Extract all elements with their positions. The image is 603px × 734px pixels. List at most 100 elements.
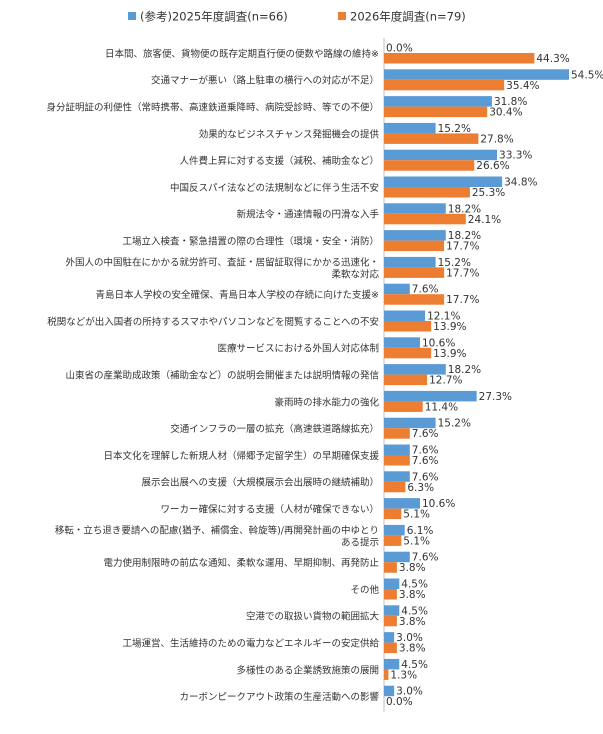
bar-2026: [384, 589, 397, 600]
value-label-2026: 1.3%: [390, 669, 417, 681]
value-label-2026: 25.3%: [472, 187, 505, 199]
bar-2025: [384, 417, 436, 429]
value-label-2025: 12.1%: [427, 311, 460, 323]
bar-2025: [384, 578, 400, 589]
value-label-2026: 30.4%: [489, 107, 522, 119]
category-label: 青島日本人学校の安全確保、青島日本人学校の存続に向けた支援※: [96, 289, 380, 301]
bars: [384, 53, 569, 697]
value-label-2026: 44.3%: [536, 53, 569, 65]
category-label: ある提示: [341, 536, 379, 548]
category-label: 豪雨時の排水能力の強化: [274, 396, 379, 408]
value-label-2025: 4.5%: [401, 605, 428, 617]
value-label-2026: 24.1%: [468, 214, 501, 226]
value-label-2026: 7.6%: [412, 455, 439, 467]
value-label-2026: 5.1%: [403, 535, 430, 547]
bar-2026: [384, 428, 410, 439]
value-label-2025: 3.0%: [396, 632, 423, 644]
bar-2025: [384, 390, 477, 402]
category-label: 山東省の産業助成政策（補助金など）の説明会開催または説明情報の発信: [65, 370, 379, 382]
legend-label-2: 2026年度調査(n=79): [350, 10, 466, 24]
value-label-2025: 33.3%: [499, 150, 532, 162]
value-label-2026: 12.7%: [429, 375, 462, 387]
category-label: 交通インフラの一層の拡充（高速鉄道路線拡充）: [170, 423, 379, 435]
bar-2026: [384, 401, 423, 412]
bar-2026: [384, 481, 406, 493]
value-label-2026: 17.7%: [446, 294, 479, 306]
category-label: 展示会出展への支援（大規模展示会出展時の継続補助）: [141, 477, 379, 489]
category-label: カーボンピークアウト政策の生産活動への影響: [179, 691, 379, 703]
value-label-2025: 18.2%: [448, 364, 481, 376]
legend-swatch-1: [128, 12, 136, 20]
bar-2026: [384, 187, 470, 198]
value-label-2026: 3.8%: [399, 562, 426, 574]
category-label: 新規法令・通達情報の円滑な入手: [236, 209, 379, 221]
bar-2026: [384, 53, 535, 64]
bar-2026: [384, 508, 402, 520]
bar-2025: [384, 471, 410, 482]
value-label-2026: 3.8%: [399, 589, 426, 601]
value-label-2025: 18.2%: [448, 230, 481, 242]
bar-2026: [384, 455, 410, 466]
value-label-2026: 27.8%: [480, 133, 513, 145]
category-label: 工場立入検査・緊急措置の際の合理性（環境・安全・消防）: [122, 236, 379, 248]
value-labels: 0.0%54.5%31.8%15.2%33.3%34.8%18.2%18.2%1…: [386, 43, 603, 709]
bar-2026: [384, 374, 428, 386]
legend-swatch-2: [338, 12, 346, 20]
value-label-2025: 34.8%: [504, 177, 537, 189]
category-label: 多様性のある企業誘致施策の展開: [236, 664, 379, 676]
bar-2026: [384, 213, 466, 225]
value-label-2025: 0.0%: [386, 43, 413, 55]
legend: (参考)2025年度調査(n=66) 2026年度調査(n=79): [128, 10, 466, 24]
value-label-2026: 17.7%: [446, 267, 479, 279]
bar-2026: [384, 562, 397, 573]
bar-2025: [384, 203, 446, 214]
bar-2025: [384, 498, 420, 509]
value-label-2026: 6.3%: [407, 482, 434, 494]
value-label-2026: 26.6%: [476, 160, 509, 172]
category-label: 移転・立ち退き要請への配慮(猶予、補償金、斡旋等)/再開発計画の中ゆとり: [55, 524, 379, 536]
category-label: 日本間、旅客便、貨物便の既存定期直行便の便数や路線の維持※: [105, 48, 379, 60]
bar-2025: [384, 69, 569, 80]
category-label: 電力使用制限時の前広な通知、柔軟な運用、早期抑制、再発防止: [103, 557, 379, 569]
category-label: 税関などが出入国者の所持するスマホやパソコンなどを閲覧することへの不安: [47, 316, 379, 328]
value-label-2026: 5.1%: [403, 509, 430, 521]
bar-2026: [384, 267, 445, 278]
bar-2025: [384, 444, 410, 455]
category-label: 身分証明証の利便性（常時携帯、高速鉄道乗降時、病院受診時、等での不便）: [46, 102, 379, 114]
value-label-2026: 17.7%: [446, 241, 479, 253]
value-label-2026: 13.9%: [433, 321, 466, 333]
bar-2025: [384, 524, 405, 536]
bar-2025: [384, 176, 503, 187]
category-labels: 日本間、旅客便、貨物便の既存定期直行便の便数や路線の維持※ 交通マナーが悪い（路上…: [46, 48, 379, 703]
bar-2025: [384, 230, 446, 241]
value-label-2025: 54.5%: [571, 69, 603, 81]
bar-2026: [384, 160, 475, 171]
category-label: ワーカー確保に対する支援（人材が確保できない）: [160, 504, 379, 516]
bar-2026: [384, 642, 397, 654]
category-label: 効果的なビジネスチャンス発掘機会の提供: [199, 128, 380, 140]
bar-2026: [384, 321, 432, 332]
category-label: 外国人の中国駐在にかかる就労許可、査証・居留証取得にかかる迅速化・: [65, 256, 379, 268]
value-label-2026: 3.8%: [399, 643, 426, 655]
bar-2026: [384, 347, 432, 359]
bar-2025: [384, 283, 410, 295]
category-label: 空港での取扱い貨物の範囲拡大: [246, 611, 380, 623]
value-label-2026: 13.9%: [433, 348, 466, 360]
bar-2025: [384, 122, 436, 134]
category-label: その他: [350, 584, 379, 596]
value-label-2025: 3.0%: [396, 686, 423, 698]
value-label-2025: 15.2%: [438, 257, 471, 269]
bar-2025: [384, 337, 420, 348]
value-label-2025: 18.2%: [448, 203, 481, 215]
value-label-2025: 15.2%: [438, 418, 471, 430]
value-label-2026: 7.6%: [412, 428, 439, 440]
value-label-2025: 7.6%: [412, 552, 439, 564]
bar-2026: [384, 79, 505, 91]
value-label-2026: 3.8%: [399, 616, 426, 628]
value-label-2025: 6.1%: [407, 525, 434, 537]
bar-2025: [384, 149, 498, 161]
bar-2026: [384, 535, 402, 546]
value-label-2025: 10.6%: [422, 337, 455, 349]
bar-2026: [384, 615, 397, 627]
bar-2026: [384, 240, 445, 252]
